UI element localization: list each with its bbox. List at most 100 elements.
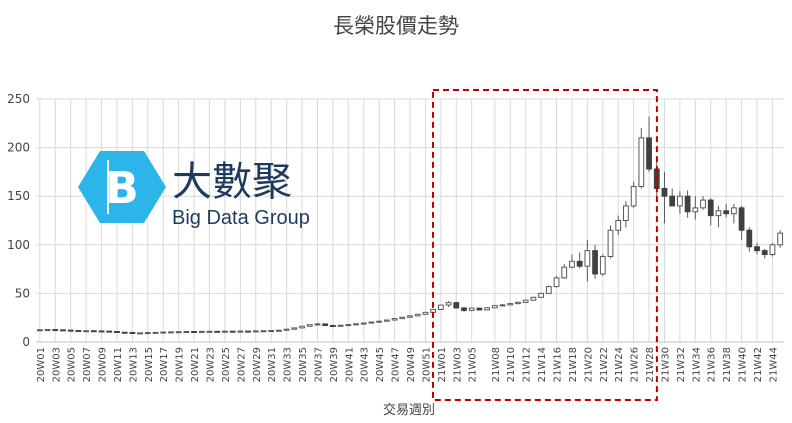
candle-body <box>715 210 722 217</box>
y-axis-ticks: 0 50 100 150 200 250 <box>7 92 30 349</box>
candle <box>237 330 244 333</box>
y-tick-label: 200 <box>7 141 30 155</box>
logo-brand-chinese: 大數聚 <box>172 159 292 205</box>
x-tick-label: 21W10 <box>506 347 517 382</box>
candle-body <box>730 207 737 215</box>
candle <box>276 329 282 332</box>
candle-body <box>206 330 213 333</box>
x-tick-label: 20W21 <box>190 347 201 382</box>
candle-body <box>638 137 645 187</box>
candle <box>677 191 683 214</box>
candle <box>314 323 321 326</box>
candle <box>283 328 290 331</box>
y-tick-label: 150 <box>7 189 30 203</box>
x-axis-label: 交易週別 <box>383 402 435 418</box>
x-axis-ticks: 20W01 20W03 20W05 20W07 20W09 20W11 20W13 20W15… <box>36 347 780 382</box>
candle <box>638 128 645 189</box>
candle-body <box>407 315 413 318</box>
candle <box>222 330 228 333</box>
x-tick-label: 21W08 <box>491 347 502 382</box>
candles <box>36 116 784 335</box>
candle <box>252 330 259 333</box>
candle <box>260 330 267 333</box>
candle <box>630 181 637 208</box>
candle <box>576 252 583 269</box>
candle <box>114 331 120 334</box>
candle <box>98 330 105 333</box>
candle <box>615 215 622 236</box>
candle <box>592 244 598 279</box>
candle <box>422 311 429 315</box>
candle-body <box>152 331 159 334</box>
logo-brand-english: Big Data Group <box>172 207 310 229</box>
candle-body <box>707 199 714 217</box>
candle <box>746 227 753 252</box>
candle-body <box>368 321 375 324</box>
candle-body <box>437 304 444 310</box>
candle <box>700 196 706 210</box>
candle <box>730 203 737 224</box>
candle-body <box>299 325 305 329</box>
candle-body <box>222 330 228 333</box>
candle-body <box>322 323 329 326</box>
candle-body <box>499 304 506 307</box>
x-tick-label: 20W03 <box>51 347 62 382</box>
candle-body <box>191 331 197 334</box>
candle-body <box>545 286 552 294</box>
candle <box>83 330 90 333</box>
candle-body <box>121 331 128 334</box>
x-tick-label: 20W37 <box>313 347 324 382</box>
candle <box>299 325 305 329</box>
x-tick-label: 21W30 <box>660 347 671 382</box>
x-tick-label: 20W25 <box>221 347 232 382</box>
candle-body <box>623 205 629 221</box>
x-tick-label: 20W01 <box>36 347 47 382</box>
candle-body <box>252 330 259 333</box>
candle <box>345 324 352 327</box>
candle <box>669 188 676 207</box>
candle <box>646 116 652 172</box>
candle-body <box>160 331 167 334</box>
candle-body <box>561 266 568 279</box>
candle <box>75 330 82 333</box>
candle <box>106 330 113 333</box>
x-tick-label: 20W31 <box>267 347 278 382</box>
candle <box>468 307 475 312</box>
candle <box>268 330 275 333</box>
candle-body <box>214 330 221 333</box>
candle <box>90 330 97 333</box>
candle-body <box>669 195 676 207</box>
candle-body <box>52 329 59 332</box>
candle <box>337 324 344 327</box>
candle-body <box>646 137 652 170</box>
y-tick-label: 100 <box>7 238 30 252</box>
x-tick-label: 20W07 <box>82 347 93 382</box>
candle <box>561 264 568 279</box>
candle-body <box>314 323 321 326</box>
x-tick-label: 20W41 <box>344 347 355 382</box>
candle <box>353 323 359 326</box>
x-tick-label: 20W33 <box>283 347 294 382</box>
candle-body <box>345 324 352 327</box>
candle <box>738 205 745 240</box>
candle <box>206 330 213 333</box>
x-tick-label: 21W34 <box>691 347 702 382</box>
candle-body <box>569 260 575 268</box>
candle-body <box>461 307 467 311</box>
candle <box>391 318 398 321</box>
candle-body <box>129 331 136 334</box>
candle-body <box>67 329 74 332</box>
candle <box>306 324 313 327</box>
candle <box>291 327 298 330</box>
x-tick-label: 20W45 <box>375 347 386 382</box>
candle <box>476 307 483 311</box>
candle <box>407 315 413 318</box>
x-tick-label: 21W05 <box>468 347 479 382</box>
candle <box>36 329 43 332</box>
chart-title: 長榮股價走勢 <box>333 14 459 38</box>
candle-body <box>538 292 544 298</box>
candle <box>160 331 167 334</box>
candle <box>368 321 375 324</box>
candle-body <box>692 207 699 213</box>
